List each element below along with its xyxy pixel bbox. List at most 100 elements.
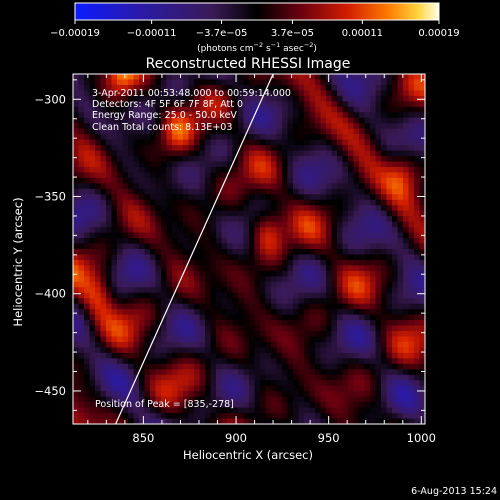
heatmap-cell bbox=[364, 221, 371, 228]
heatmap-cell bbox=[243, 84, 250, 92]
heatmap-cell bbox=[260, 74, 267, 81]
heatmap-cell bbox=[78, 336, 85, 343]
heatmap-cell bbox=[381, 205, 388, 212]
heatmap-cell bbox=[254, 161, 261, 168]
heatmap-cell bbox=[260, 314, 267, 321]
heatmap-cell bbox=[309, 101, 316, 108]
heatmap-cell bbox=[326, 314, 333, 321]
heatmap-image bbox=[73, 74, 425, 424]
heatmap-cell bbox=[205, 238, 212, 245]
heatmap-cell bbox=[150, 281, 157, 288]
heatmap-cell bbox=[342, 287, 349, 294]
heatmap-cell bbox=[359, 243, 366, 250]
heatmap-cell bbox=[287, 161, 294, 168]
heatmap-cell bbox=[276, 402, 283, 409]
heatmap-cell bbox=[172, 128, 179, 135]
heatmap-cell bbox=[408, 407, 415, 414]
heatmap-cell bbox=[155, 216, 162, 223]
heatmap-cell bbox=[183, 172, 190, 179]
heatmap-cell bbox=[221, 139, 228, 146]
heatmap-cell bbox=[155, 90, 162, 97]
heatmap-cell bbox=[260, 292, 267, 299]
heatmap-cell bbox=[265, 352, 272, 359]
heatmap-cell bbox=[95, 374, 102, 381]
heatmap-cell bbox=[78, 101, 85, 108]
heatmap-cell bbox=[100, 79, 107, 86]
heatmap-cell bbox=[144, 194, 151, 201]
heatmap-cell bbox=[205, 325, 212, 332]
heatmap-cell bbox=[282, 227, 289, 234]
heatmap-cell bbox=[232, 95, 239, 102]
heatmap-cell bbox=[188, 418, 195, 424]
heatmap-cell bbox=[232, 396, 239, 403]
heatmap-cell bbox=[265, 243, 272, 250]
heatmap-cell bbox=[298, 270, 305, 277]
heatmap-cell bbox=[287, 331, 294, 338]
heatmap-cell bbox=[216, 331, 223, 338]
heatmap-cell bbox=[260, 188, 267, 195]
heatmap-cell bbox=[414, 396, 421, 403]
heatmap-cell bbox=[95, 90, 102, 97]
heatmap-cell bbox=[188, 183, 195, 190]
heatmap-cell bbox=[353, 172, 360, 179]
heatmap-cell bbox=[243, 380, 250, 387]
heatmap-cell bbox=[320, 325, 327, 332]
heatmap-cell bbox=[414, 106, 421, 113]
heatmap-cell bbox=[89, 227, 96, 234]
heatmap-cell bbox=[287, 281, 294, 288]
heatmap-cell bbox=[397, 238, 404, 245]
heatmap-cell bbox=[326, 117, 333, 124]
heatmap-cell bbox=[397, 106, 404, 113]
heatmap-cell bbox=[331, 320, 338, 327]
heatmap-cell bbox=[265, 281, 272, 288]
heatmap-cell bbox=[408, 265, 415, 272]
heatmap-cell bbox=[89, 183, 96, 190]
heatmap-cell bbox=[84, 347, 91, 354]
heatmap-cell bbox=[381, 374, 388, 381]
heatmap-cell bbox=[276, 238, 283, 245]
heatmap-cell bbox=[205, 407, 212, 414]
heatmap-cell bbox=[111, 128, 118, 135]
heatmap-cell bbox=[122, 325, 129, 332]
heatmap-cell bbox=[375, 112, 382, 119]
heatmap-cell bbox=[161, 249, 168, 256]
heatmap-cell bbox=[337, 314, 344, 321]
heatmap-cell bbox=[282, 413, 289, 420]
heatmap-cell bbox=[342, 199, 349, 206]
heatmap-cell bbox=[117, 292, 124, 299]
annotation-detectors: Detectors: 4F 5F 6F 7F 8F, Att 0 bbox=[92, 99, 243, 110]
heatmap-cell bbox=[166, 117, 173, 124]
heatmap-cell bbox=[364, 363, 371, 370]
heatmap-cell bbox=[342, 303, 349, 310]
heatmap-cell bbox=[298, 227, 305, 234]
heatmap-cell bbox=[309, 276, 316, 283]
heatmap-cell bbox=[342, 402, 349, 409]
heatmap-cell bbox=[139, 413, 146, 420]
heatmap-cell bbox=[287, 407, 294, 414]
annotation-energy: Energy Range: 25.0 - 50.0 keV bbox=[92, 110, 237, 121]
heatmap-cell bbox=[271, 84, 278, 92]
heatmap-cell bbox=[381, 216, 388, 223]
heatmap-cell bbox=[348, 188, 355, 195]
heatmap-cell bbox=[139, 314, 146, 321]
heatmap-cell bbox=[78, 216, 85, 223]
heatmap-cell bbox=[243, 407, 250, 414]
heatmap-cell bbox=[95, 369, 102, 376]
heatmap-cell bbox=[293, 166, 300, 174]
heatmap-cell bbox=[315, 331, 322, 338]
heatmap-cell bbox=[139, 331, 146, 338]
heatmap-cell bbox=[271, 396, 278, 403]
heatmap-cell bbox=[232, 380, 239, 387]
heatmap-cell bbox=[364, 74, 371, 81]
heatmap-cell bbox=[353, 106, 360, 113]
heatmap-cell bbox=[375, 374, 382, 381]
heatmap-cell bbox=[221, 194, 228, 201]
heatmap-cell bbox=[78, 385, 85, 392]
heatmap-cell bbox=[172, 352, 179, 359]
heatmap-cell bbox=[238, 341, 245, 349]
heatmap-cell bbox=[150, 183, 157, 190]
heatmap-cell bbox=[205, 232, 212, 239]
heatmap-cell bbox=[331, 188, 338, 195]
heatmap-cell bbox=[210, 194, 217, 201]
heatmap-cell bbox=[337, 265, 344, 272]
